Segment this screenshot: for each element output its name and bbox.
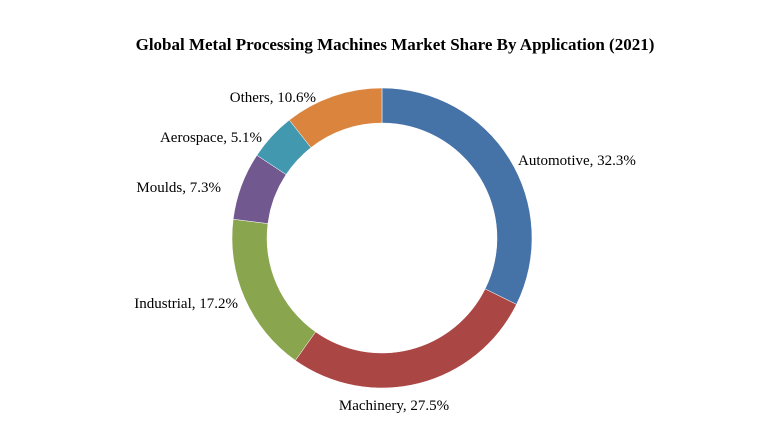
- slice-label-others: Others, 10.6%: [230, 90, 316, 106]
- chart-title: Global Metal Processing Machines Market …: [136, 35, 655, 54]
- slice-label-automotive: Automotive, 32.3%: [518, 153, 636, 169]
- slice-label-industrial: Industrial, 17.2%: [134, 296, 238, 312]
- labels-group: Automotive, 32.3% Machinery, 27.5% Industr…: [134, 90, 636, 414]
- slices-group: [231, 87, 533, 389]
- slice-label-moulds: Moulds, 7.3%: [136, 180, 221, 196]
- slice-label-machinery: Machinery, 27.5%: [339, 398, 449, 414]
- slice-others: [288, 87, 383, 148]
- slice-label-aerospace: Aerospace, 5.1%: [160, 130, 262, 146]
